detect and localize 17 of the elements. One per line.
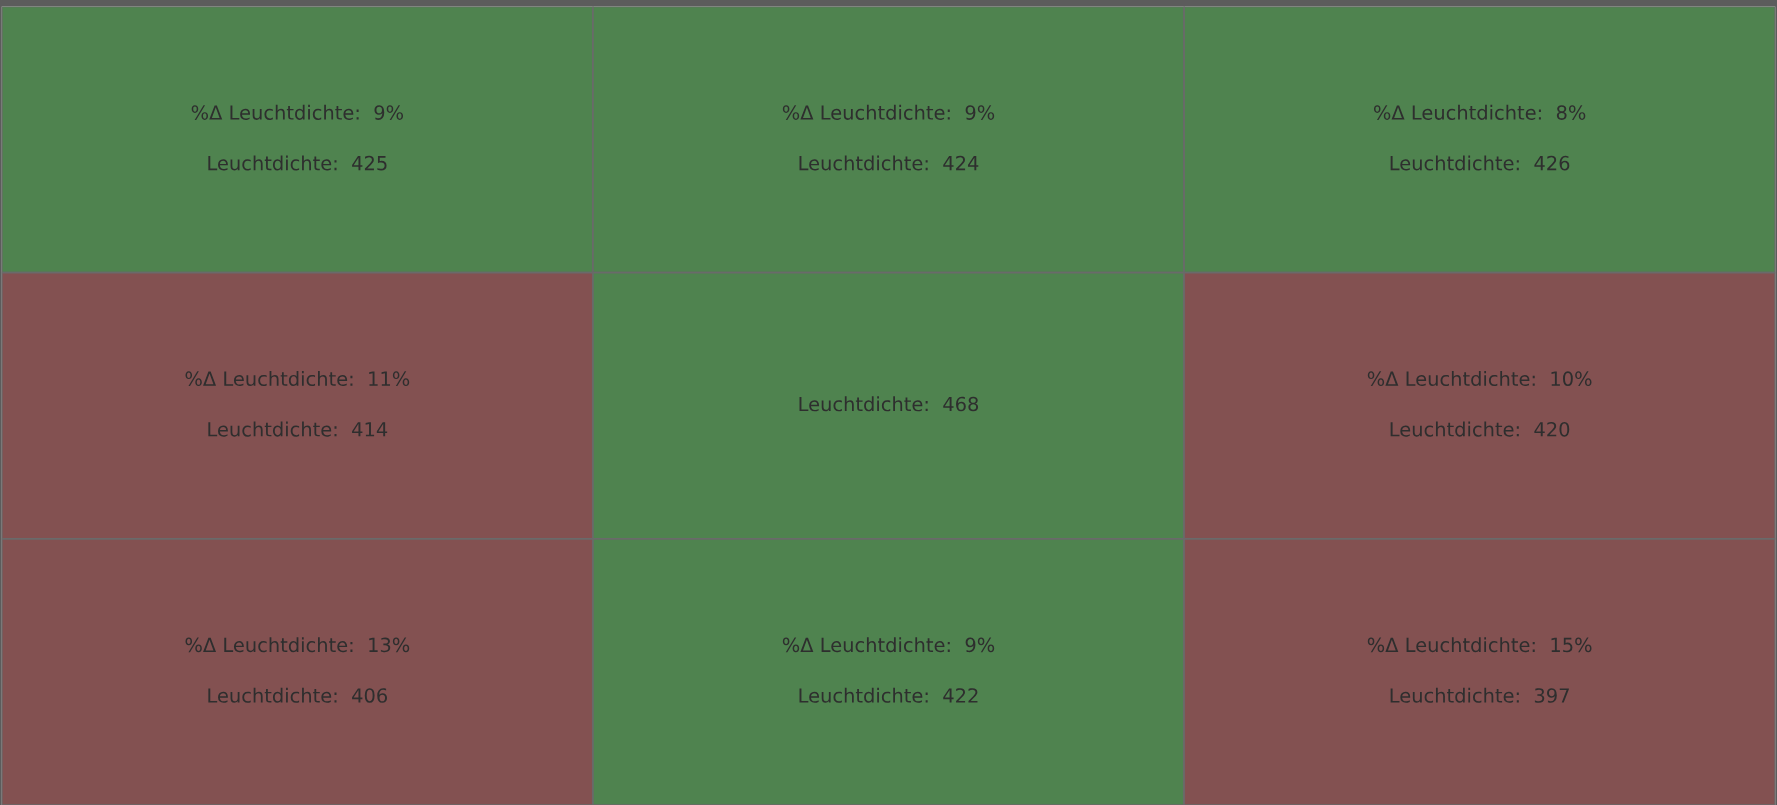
- annotation: %Δ Leuchtdichte: 9%: [782, 637, 995, 653]
- data-label: Leuchtdichte: 424: [799, 155, 979, 171]
- data-label: Leuchtdichte: 468: [799, 396, 979, 412]
- annotation: %Δ Leuchtdichte: 9%: [782, 104, 995, 120]
- data-label: Leuchtdichte: 406: [208, 687, 388, 703]
- annotation: %Δ Leuchtdichte: 15%: [1367, 637, 1592, 653]
- data-label: Leuchtdichte: 414: [208, 421, 388, 437]
- annotation: %Δ Leuchtdichte: 13%: [185, 637, 410, 653]
- annotation: %Δ Leuchtdichte: 10%: [1367, 371, 1592, 387]
- data-label: Leuchtdichte: 425: [208, 155, 387, 171]
- annotation: %Δ Leuchtdichte: 11%: [185, 371, 410, 387]
- annotation: %Δ Leuchtdichte: 8%: [1373, 104, 1586, 120]
- data-label: Leuchtdichte: 397: [1390, 687, 1569, 703]
- data-label: Leuchtdichte: 426: [1390, 155, 1570, 171]
- annotation: %Δ Leuchtdichte: 9%: [191, 104, 404, 120]
- data-label: Leuchtdichte: 422: [799, 687, 978, 703]
- data-label: Leuchtdichte: 420: [1390, 421, 1570, 437]
